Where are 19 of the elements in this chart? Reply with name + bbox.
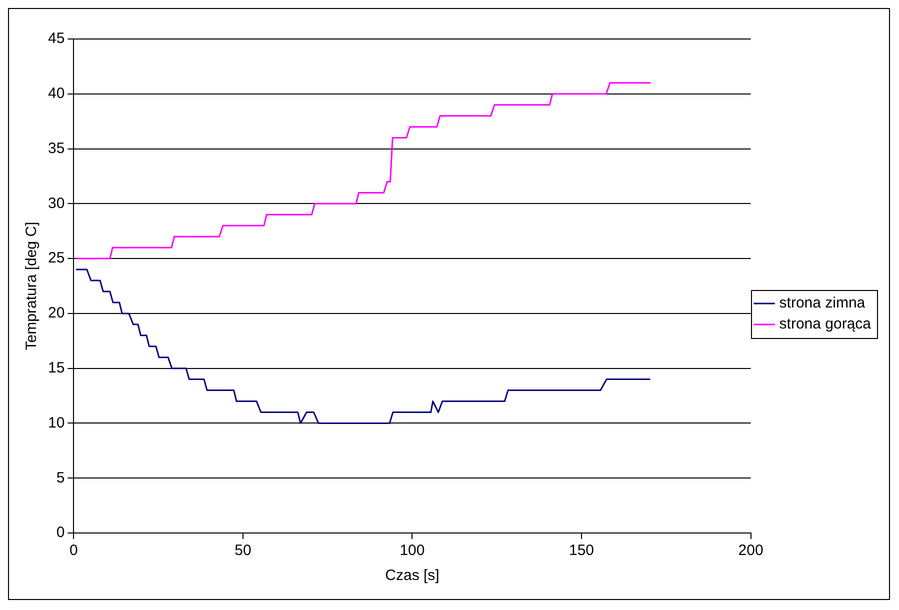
x-tick-label: 0 [70,542,78,560]
y-tick-label: 25 [48,250,65,267]
x-axis-title: Czas [s] [385,567,440,584]
y-axis-title: Tempratura [deg C] [23,222,40,350]
y-tick-label: 10 [48,414,65,432]
legend-label: strona gorąca [779,316,872,333]
y-tick-label: 40 [48,85,65,102]
x-tick-label: 100 [400,542,425,560]
y-tick-label: 35 [48,140,65,157]
y-tick-label: 5 [56,469,65,486]
y-tick-label: 15 [48,359,65,376]
y-tick-label: 30 [48,194,65,212]
x-tick-label: 150 [568,542,594,560]
x-tick-label: 50 [234,542,252,560]
x-tick-label: 200 [738,542,764,560]
y-tick-label: 45 [48,30,65,48]
y-tick-label: 20 [48,304,65,322]
legend-label: strona zimna [779,294,866,312]
y-tick-label: 0 [56,524,65,542]
